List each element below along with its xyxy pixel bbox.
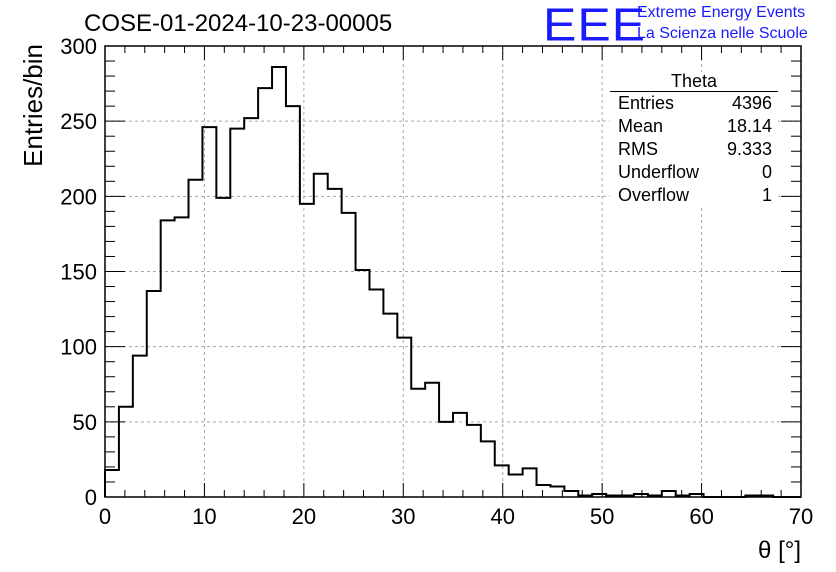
y-tick-label: 250: [60, 109, 97, 134]
histogram-bin: [133, 356, 147, 497]
histogram-bin: [356, 270, 370, 497]
y-tick-label: 200: [60, 184, 97, 209]
x-tick-label: 70: [789, 504, 813, 529]
x-tick-label: 0: [99, 504, 111, 529]
histogram-bin: [342, 213, 356, 497]
y-tick-label: 50: [73, 410, 97, 435]
x-tick-label: 20: [292, 504, 316, 529]
histogram-bin: [161, 220, 175, 497]
stats-row-overflow: Overflow 1: [618, 184, 772, 206]
x-tick-label: 60: [689, 504, 713, 529]
histogram-bin: [230, 129, 244, 497]
histogram-bin: [509, 474, 523, 497]
histogram-bin: [383, 314, 397, 497]
histogram-bin: [119, 407, 133, 497]
histogram-bin: [286, 106, 300, 497]
stats-row-mean: Mean 18.14: [618, 115, 772, 137]
y-axis-title: Entries/bin: [18, 44, 48, 167]
histogram-bin: [105, 470, 119, 497]
stats-label: RMS: [618, 139, 658, 159]
histogram-bin: [537, 485, 551, 497]
stats-label: Underflow: [618, 162, 700, 182]
histogram-bin: [523, 468, 537, 497]
histogram-bin: [216, 198, 230, 497]
y-tick-label: 300: [60, 34, 97, 59]
histogram-bin: [258, 88, 272, 497]
histogram-bin: [244, 118, 258, 497]
logo-tagline-1: Extreme Energy Events: [637, 4, 806, 21]
histogram-bin: [467, 425, 481, 497]
histogram-bin: [411, 389, 425, 497]
y-tick-label: 0: [85, 485, 97, 510]
x-tick-label: 50: [590, 504, 614, 529]
eee-logo: EEE: [543, 0, 647, 51]
histogram-bin: [328, 189, 342, 497]
stats-value: 4396: [731, 93, 772, 113]
histogram-bin: [453, 413, 467, 497]
histogram-bin: [495, 465, 509, 497]
histogram-bin: [439, 422, 453, 497]
logo-tagline-2: La Scienza nelle Scuole: [637, 25, 808, 42]
stats-value: 18.14: [726, 116, 772, 136]
x-tick-label: 10: [192, 504, 216, 529]
histogram-bin: [314, 174, 328, 497]
stats-label: Entries: [618, 93, 675, 113]
y-tick-label: 100: [60, 335, 97, 360]
stats-label: Mean: [618, 116, 664, 136]
stats-label: Overflow: [618, 185, 690, 205]
histogram-bin: [272, 67, 286, 497]
stats-row-entries: Entries 4396: [618, 92, 772, 114]
histogram-bin: [481, 441, 495, 497]
x-tick-label: 30: [391, 504, 415, 529]
stats-value: 1: [761, 185, 772, 205]
histogram-bin: [397, 338, 411, 497]
histogram-bin: [175, 217, 189, 497]
histogram-bin: [147, 291, 161, 497]
histogram-bin: [425, 383, 439, 497]
x-tick-label: 40: [490, 504, 514, 529]
stats-box: Theta Entries 4396 Mean 18.14 RMS 9.333 …: [610, 72, 778, 206]
stats-value: 0: [761, 162, 772, 182]
x-axis-title: θ [°]: [758, 537, 801, 564]
stats-title: Theta: [610, 72, 778, 92]
histogram-bin: [369, 290, 383, 497]
chart-title: COSE-01-2024-10-23-00005: [84, 10, 393, 37]
histogram-bin: [300, 204, 314, 497]
stats-row-rms: RMS 9.333: [618, 138, 772, 160]
stats-row-underflow: Underflow 0: [618, 161, 772, 183]
histogram-bin: [189, 180, 203, 497]
y-tick-label: 150: [60, 260, 97, 285]
stats-value: 9.333: [726, 139, 772, 159]
